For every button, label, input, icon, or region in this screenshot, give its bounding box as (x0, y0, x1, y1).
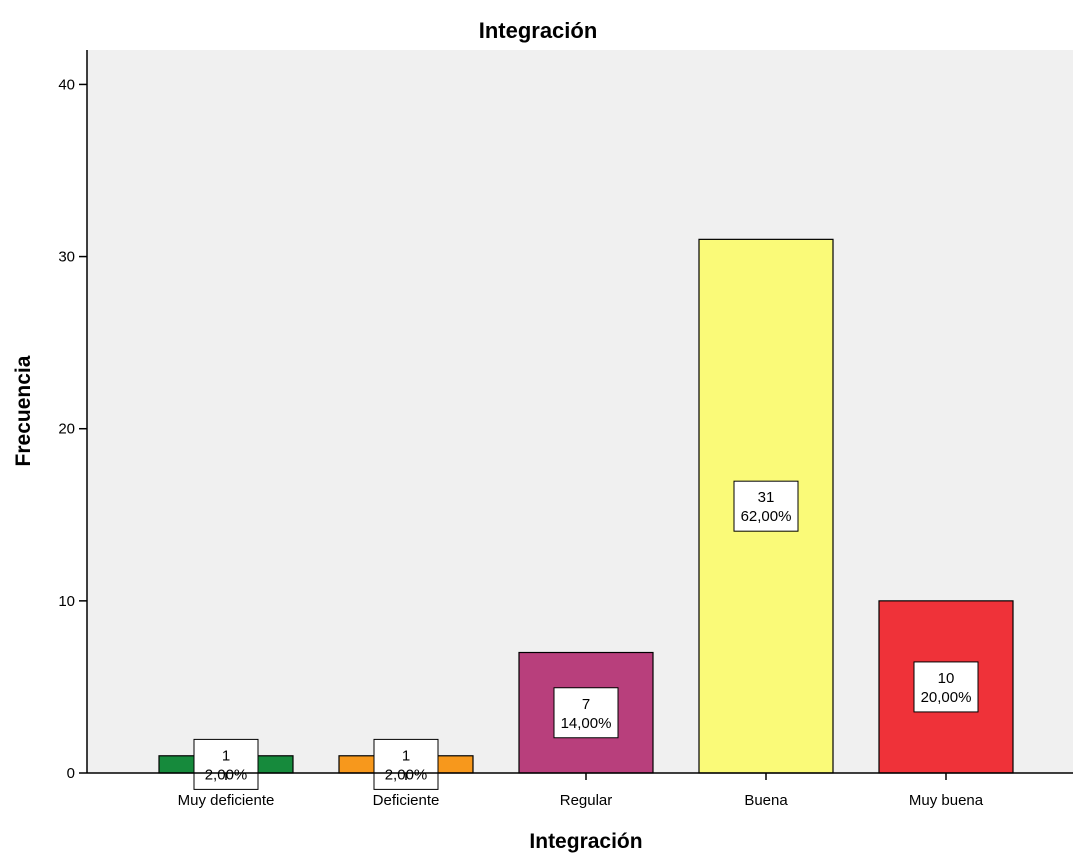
data-label-count: 31 (758, 489, 775, 506)
y-tick-label: 0 (67, 765, 75, 782)
data-label-percent: 14,00% (561, 715, 612, 732)
data-label-percent: 62,00% (741, 508, 792, 525)
y-tick-label: 40 (58, 76, 75, 93)
x-tick-label: Buena (744, 792, 788, 809)
data-label-box (553, 687, 619, 739)
y-tick-label: 30 (58, 249, 75, 266)
data-label-count: 7 (582, 696, 590, 713)
data-label-count: 1 (222, 747, 230, 764)
y-axis: 0 10 20 30 40 (58, 50, 88, 782)
x-tick-label: Muy buena (909, 792, 984, 809)
y-tick-label: 20 (58, 421, 75, 438)
x-tick-label: Deficiente (373, 792, 440, 809)
data-label-count: 10 (938, 670, 955, 687)
data-label-box (733, 480, 799, 532)
data-label: 12,00% (193, 738, 259, 790)
y-axis-title: Frecuencia (12, 355, 35, 466)
data-label-count: 1 (402, 747, 410, 764)
data-label-box (913, 661, 979, 713)
x-tick-label: Muy deficiente (178, 792, 275, 809)
data-label: 10 20,00% (913, 661, 979, 713)
data-label: 31 62,00% (733, 480, 799, 532)
chart-title: Integración (479, 18, 598, 43)
data-label: 12,00% (373, 738, 439, 790)
data-label-box (193, 738, 259, 790)
x-axis-title: Integración (529, 830, 642, 853)
x-axis: Muy deficiente Deficiente Regular Buena Muy … (87, 772, 1073, 809)
y-tick-label: 10 (58, 593, 75, 610)
x-tick-label: Regular (560, 792, 613, 809)
data-label-percent: 20,00% (921, 689, 972, 706)
data-label-box (373, 738, 439, 790)
bars-group: 12,00% 12,00% 7 14,00% 31 62,00% 10 20,00% (158, 238, 1014, 790)
data-label: 7 14,00% (553, 687, 619, 739)
